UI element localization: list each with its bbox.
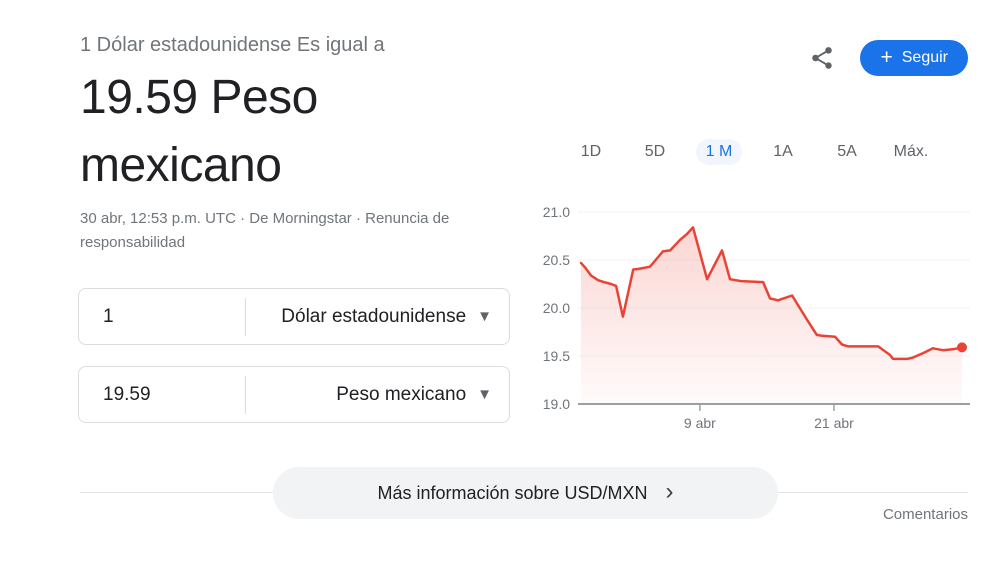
tab-1d[interactable]: 1D: [559, 139, 623, 165]
y-axis-label: 19.5: [543, 348, 570, 364]
plus-icon: +: [880, 45, 893, 69]
rate-timestamp: 30 abr, 12:53 p.m. UTC · De Morningstar …: [80, 210, 366, 227]
more-info-button[interactable]: Más información sobre USD/MXN ›: [273, 467, 778, 519]
tab-label: 1 M: [695, 139, 743, 165]
from-amount-input[interactable]: [79, 305, 245, 328]
top-actions: + Seguir: [808, 40, 968, 76]
chevron-down-icon: ▼: [477, 386, 492, 403]
chevron-right-icon: ›: [665, 477, 674, 505]
to-currency-label: Peso mexicano: [336, 383, 467, 405]
conversion-subtitle: 1 Dólar estadounidense Es igual a: [80, 34, 385, 56]
tab-label: 5D: [644, 143, 666, 160]
tab-1m[interactable]: 1 M: [687, 139, 751, 165]
converter-row-to: Peso mexicano ▼: [78, 366, 510, 423]
share-icon: [812, 47, 833, 69]
tab-label: 5A: [837, 143, 857, 160]
y-axis-label: 21.0: [543, 204, 570, 220]
tab-5d[interactable]: 5D: [623, 139, 687, 165]
tab-máx[interactable]: Máx.: [879, 139, 943, 165]
y-axis-label: 19.0: [543, 396, 570, 412]
tab-label: 1A: [773, 143, 793, 160]
follow-button-label: Seguir: [901, 49, 948, 66]
tab-label: 1D: [580, 143, 602, 160]
to-amount-input[interactable]: [79, 383, 245, 406]
chart-range-tabs: 1D 5D 1 M 1A 5A Máx.: [559, 139, 943, 165]
share-button[interactable]: [808, 44, 836, 72]
tab-1a[interactable]: 1A: [751, 139, 815, 165]
input-divider: [245, 297, 246, 336]
tab-5a[interactable]: 5A: [815, 139, 879, 165]
current-value-dot: [957, 342, 967, 353]
from-currency-label: Dólar estadounidense: [281, 305, 467, 327]
rate-area: [581, 227, 962, 404]
exchange-rate-value: 19.59 Peso mexicano: [80, 71, 318, 192]
input-divider: [245, 375, 246, 414]
x-axis-label: 21 abr: [814, 415, 854, 431]
converter-row-from: Dólar estadounidense ▼: [78, 288, 510, 345]
more-info-label: Más información sobre USD/MXN: [377, 482, 648, 503]
comments-link[interactable]: Comentarios: [882, 506, 968, 523]
from-currency-select[interactable]: Dólar estadounidense ▼: [246, 306, 509, 328]
chevron-down-icon: ▼: [477, 308, 492, 325]
follow-button[interactable]: + Seguir: [860, 40, 968, 76]
exchange-rate-chart[interactable]: 21.0 20.5 20.0 19.5 19.0 9 abr 21 abr: [530, 195, 1004, 440]
to-currency-select[interactable]: Peso mexicano ▼: [246, 384, 509, 406]
y-axis-label: 20.0: [543, 300, 570, 316]
rate-line: [579, 226, 964, 361]
tab-label: Máx.: [893, 143, 929, 160]
rate-meta: 30 abr, 12:53 p.m. UTC · De Morningstar …: [80, 207, 492, 255]
y-axis-label: 20.5: [543, 252, 570, 268]
x-axis-label: 9 abr: [684, 415, 716, 431]
disclaimer-link[interactable]: Renuncia de responsabilidad: [80, 210, 450, 251]
